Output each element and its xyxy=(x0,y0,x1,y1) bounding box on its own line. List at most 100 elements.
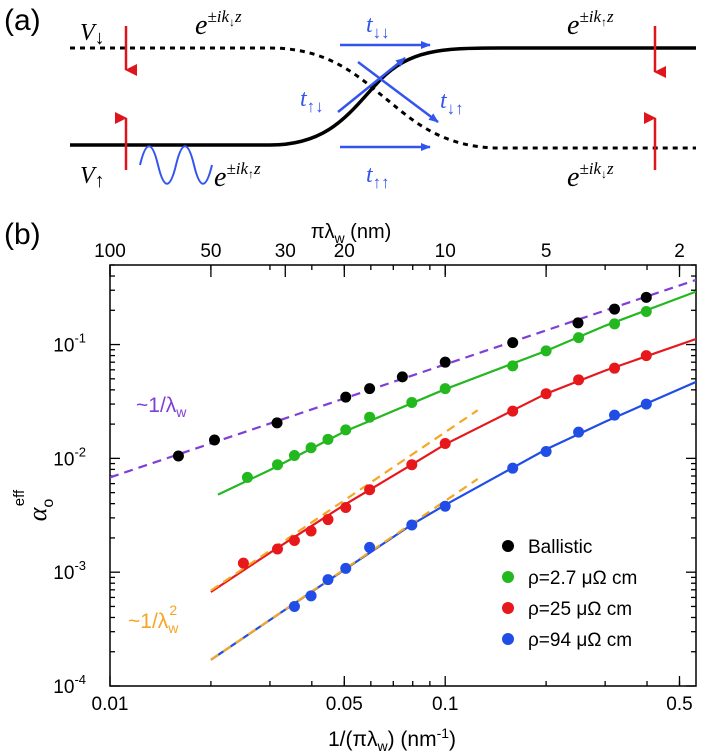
data-point xyxy=(406,459,418,471)
guide-inverse-square-upper xyxy=(210,409,479,592)
y-axis-label: αo eff xyxy=(11,489,57,521)
data-point xyxy=(573,332,585,344)
data-point xyxy=(364,383,376,395)
label-t-ud: t↑↓ xyxy=(300,86,324,116)
label-t-dd: t↓↓ xyxy=(366,12,390,42)
data-point xyxy=(573,426,585,438)
data-point xyxy=(271,417,283,429)
fit-line xyxy=(110,278,696,479)
data-point xyxy=(364,484,376,496)
data-point xyxy=(609,409,621,421)
x-axis-label: 1/(πλw) (nm-1) xyxy=(328,725,456,754)
data-point xyxy=(609,303,621,315)
data-point xyxy=(305,590,317,602)
data-point xyxy=(241,471,253,483)
top-tick-label: 30 xyxy=(275,241,296,262)
legend-label: Ballistic xyxy=(528,537,592,558)
data-point xyxy=(340,502,352,514)
data-point xyxy=(271,543,283,555)
panel-a-label: (a) xyxy=(4,4,41,37)
data-point xyxy=(340,562,352,574)
data-point xyxy=(609,362,621,374)
data-point xyxy=(322,514,334,526)
data-point xyxy=(439,438,451,450)
data-point xyxy=(209,434,221,446)
data-point xyxy=(172,450,184,462)
data-point xyxy=(406,519,418,531)
legend-marker xyxy=(502,602,514,614)
wave-bottom-left: e±ik↑z xyxy=(214,159,261,193)
spin-up-profile xyxy=(70,46,696,147)
top-tick-label: 20 xyxy=(334,241,355,262)
data-point xyxy=(572,317,584,329)
svg-text:eff: eff xyxy=(11,489,28,506)
label-t-du: t↓↑ xyxy=(440,88,464,118)
wave-top-left: e±ik↓z xyxy=(195,7,242,41)
data-point xyxy=(271,459,283,471)
data-point xyxy=(322,433,334,445)
data-point xyxy=(640,350,652,362)
data-point xyxy=(305,525,317,537)
y-tick-label: 10-3 xyxy=(53,558,86,584)
data-point xyxy=(540,345,552,357)
x-tick-label: 0.05 xyxy=(326,694,363,715)
wave-top-right: e±ik↑z xyxy=(567,7,614,41)
data-point xyxy=(305,442,317,454)
x-tick-label: 0.01 xyxy=(92,694,129,715)
y-tick-label: 10-1 xyxy=(53,331,86,357)
panel-b: (b) πλw (nm) αo eff 1/(πλw) (nm-1) 0.01 0… xyxy=(4,218,697,754)
data-point xyxy=(396,371,408,383)
data-point xyxy=(439,356,451,368)
top-tick-label: 10 xyxy=(435,241,456,262)
data-point xyxy=(364,541,376,553)
data-point xyxy=(507,360,519,372)
data-point xyxy=(507,405,519,417)
data-point xyxy=(364,411,376,423)
panel-a: (a) V↓ V↑ e±ik↓z e±ik↑z e±ik↑z e±ik↓z t↓… xyxy=(4,4,696,193)
incident-wave xyxy=(139,145,213,185)
top-tick-label: 50 xyxy=(200,241,221,262)
arrow-t-du xyxy=(357,61,439,123)
legend-label: ρ=94 μΩ cm xyxy=(528,630,632,651)
annotation: ~1/λw2 xyxy=(128,602,179,636)
data-point xyxy=(507,337,519,349)
data-point xyxy=(640,398,652,410)
data-point xyxy=(288,534,300,546)
data-point xyxy=(540,445,552,457)
data-point xyxy=(573,374,585,386)
y-tick-label: 10-2 xyxy=(53,444,86,470)
data-point xyxy=(507,462,519,474)
svg-text:αo: αo xyxy=(23,499,57,522)
legend-label: ρ=25 μΩ cm xyxy=(528,599,632,620)
legend-marker xyxy=(502,633,514,645)
plot-area: 0.01 0.05 0.1 0.5 10-4 10-3 10-2 10-1 100 50 30 20 1… xyxy=(53,241,697,715)
data-point xyxy=(439,500,451,512)
data-point xyxy=(640,291,652,303)
x-tick-label: 0.5 xyxy=(666,694,692,715)
data-point xyxy=(340,424,352,436)
panel-b-label: (b) xyxy=(4,218,41,251)
label-t-uu: t↑↑ xyxy=(366,162,390,192)
data-point xyxy=(406,396,418,408)
legend-label: ρ=2.7 μΩ cm xyxy=(528,568,637,589)
y-tick-label: 10-4 xyxy=(53,672,86,698)
data-point xyxy=(609,318,621,330)
data-point xyxy=(439,383,451,395)
spin-down-profile xyxy=(70,46,696,150)
legend-marker xyxy=(502,571,514,583)
v-up-label: V↑ xyxy=(80,163,105,192)
top-tick-label: 5 xyxy=(541,241,552,262)
fit-line xyxy=(217,290,696,496)
x-tick-label: 0.1 xyxy=(432,694,458,715)
data-point xyxy=(288,600,300,612)
data-point xyxy=(288,449,300,461)
data-point xyxy=(640,306,652,318)
data-point xyxy=(340,391,352,403)
annotation: ~1/λw xyxy=(136,394,187,420)
wave-bottom-right: e±ik↓z xyxy=(567,159,614,193)
guide-inverse-square-lower xyxy=(210,477,479,661)
top-axis-label: πλw (nm) xyxy=(311,221,392,246)
top-tick-label: 100 xyxy=(94,241,126,262)
v-down-label: V↓ xyxy=(80,20,105,49)
